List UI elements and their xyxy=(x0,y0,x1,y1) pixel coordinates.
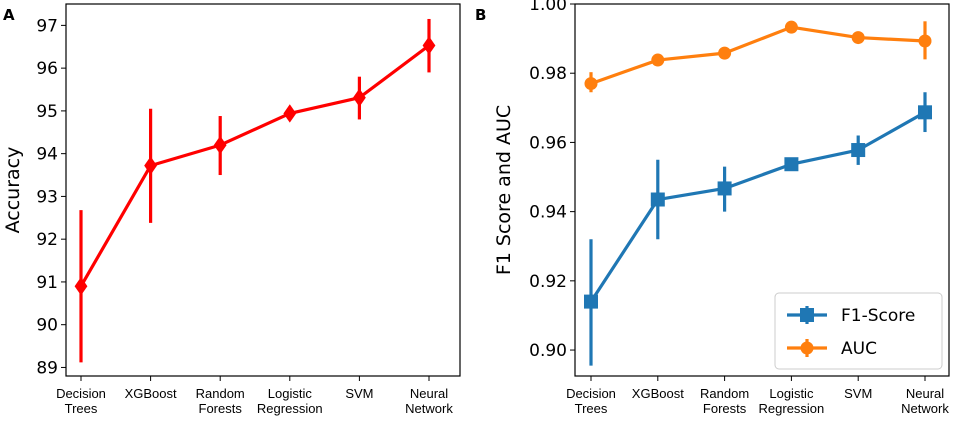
data-point-accuracy xyxy=(213,135,227,155)
data-point-auc xyxy=(918,34,932,48)
legend-label-auc: AUC xyxy=(841,339,877,359)
x-tick-label: Decision Trees xyxy=(566,386,616,416)
y-tick-label: 1.00 xyxy=(529,0,567,15)
data-point-f1-score xyxy=(851,143,866,158)
y-tick-label: 0.94 xyxy=(529,203,567,223)
series-line-auc xyxy=(590,25,926,86)
y-tick-label: 90 xyxy=(36,316,58,336)
y-tick-label: 93 xyxy=(36,187,58,207)
y-tick-label: 0.92 xyxy=(529,272,567,292)
x-tick-label: Neural Network xyxy=(901,386,949,416)
x-tick-label: Random Forests xyxy=(700,386,749,416)
x-tick-label: Neural Network xyxy=(405,386,453,416)
x-tick-label: Logistic Regression xyxy=(759,386,825,416)
plot-frame xyxy=(574,3,950,377)
y-tick-label: 91 xyxy=(36,273,58,293)
data-point-auc xyxy=(718,46,732,60)
legend-marker-f1-score xyxy=(800,308,814,322)
x-tick-label: SVM xyxy=(844,386,872,401)
data-point-accuracy xyxy=(144,156,157,175)
data-point-accuracy xyxy=(353,88,366,107)
y-tick-label: 92 xyxy=(36,230,58,250)
panel-b: 0.90 0.92 0.94 0.96 0.98 1.00 Decision Trees XGB… xyxy=(493,0,950,416)
legend-marker-auc xyxy=(800,341,814,355)
panel-a-label: A xyxy=(3,6,15,24)
data-point-auc xyxy=(851,31,865,45)
legend-box xyxy=(774,292,943,370)
data-point-accuracy xyxy=(422,36,436,55)
series-line-f1-score xyxy=(589,110,926,303)
data-point-accuracy xyxy=(283,104,297,123)
data-point-f1-score xyxy=(784,157,799,172)
y-tick-label: 0.96 xyxy=(529,133,567,153)
x-tick-label: XGBoost xyxy=(632,386,684,401)
data-point-auc xyxy=(784,20,798,34)
y-axis-title: Accuracy xyxy=(2,147,24,234)
x-tick-label: XGBoost xyxy=(125,386,177,401)
y-tick-label: 89 xyxy=(36,358,58,378)
legend-label-f1-score: F1-Score xyxy=(841,306,915,326)
series-line-accuracy xyxy=(79,44,430,288)
y-tick-label: 97 xyxy=(36,16,58,36)
x-tick-label: Random Forests xyxy=(196,386,245,416)
data-point-f1-score xyxy=(650,192,665,207)
y-axis-title: F1 Score and AUC xyxy=(493,105,515,275)
plot-frame xyxy=(65,3,461,377)
y-tick-label: 96 xyxy=(36,59,58,79)
y-tick-label: 94 xyxy=(36,145,58,165)
data-point-auc xyxy=(584,77,598,91)
panel-a: 89 90 91 92 93 94 95 96 97 Decision Trees XGBoost Ra… xyxy=(2,3,461,416)
y-tick-label: 95 xyxy=(36,102,58,122)
legend: F1-Score AUC xyxy=(774,292,943,370)
x-tick-label: SVM xyxy=(345,386,373,401)
y-tick-label: 0.98 xyxy=(529,64,567,84)
panel-b-label: B xyxy=(475,6,486,24)
y-tick-label: 0.90 xyxy=(529,341,567,361)
data-point-f1-score xyxy=(717,181,732,196)
x-tick-label: Logistic Regression xyxy=(257,386,323,416)
x-tick-label: Decision Trees xyxy=(56,386,106,416)
data-point-auc xyxy=(651,53,665,67)
data-point-f1-score xyxy=(918,105,932,120)
data-point-f1-score xyxy=(584,294,598,309)
data-point-accuracy xyxy=(74,277,88,296)
